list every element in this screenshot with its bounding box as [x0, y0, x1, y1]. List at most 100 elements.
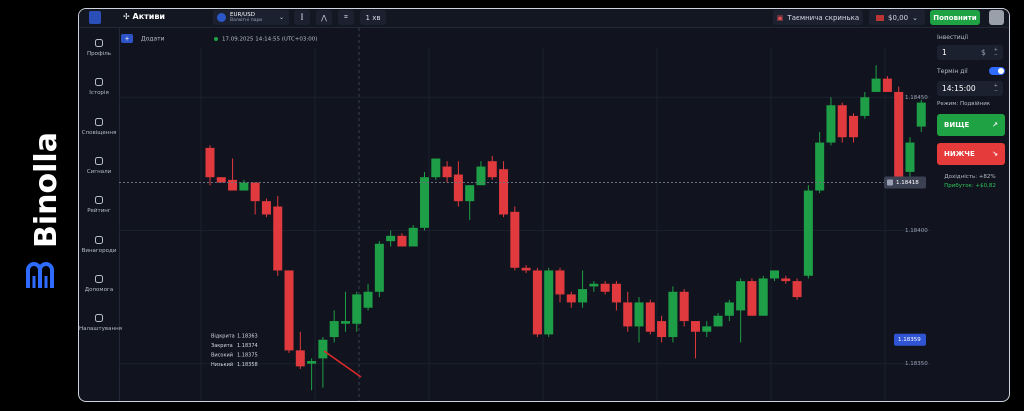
candle-body [555, 270, 565, 295]
trade-panel: Інвестиції 1 $ + − Термін дії 14:15:00 + −… [931, 28, 1009, 401]
candle-body [442, 166, 452, 178]
brand-icon [26, 262, 54, 288]
sidebar-label: Налаштування [79, 326, 122, 333]
sidebar-item[interactable]: Допомога [79, 274, 119, 294]
annotation-arrow [323, 350, 362, 378]
sidebar-item[interactable]: Налаштування [79, 313, 122, 333]
brand-logo: Binolla [26, 132, 64, 288]
timeframe-button[interactable]: 1 хв [360, 10, 386, 25]
candle-body [307, 361, 317, 364]
expiry-toggle[interactable] [989, 67, 1005, 75]
yield: Дохідність: +82% [944, 174, 996, 180]
investment-input[interactable]: 1 $ + − [937, 45, 1003, 60]
marker-price-box [894, 333, 926, 346]
y-tick-label: 1.18400 [905, 228, 928, 234]
sidebar-label: Допомога [84, 286, 114, 293]
assets-menu[interactable]: ✢ Активи [123, 12, 166, 21]
candle-body [216, 177, 226, 183]
sidebar-icon [95, 78, 103, 87]
higher: ВИЩЕ [944, 121, 970, 129]
chart-type-button[interactable]: ⫿ [294, 10, 310, 25]
marker-price: 1.18359 [898, 337, 921, 343]
add-label: Додати [141, 36, 165, 43]
lower-button[interactable]: НИЖЧЕ ↘ [937, 143, 1005, 165]
candle-body [747, 281, 757, 316]
candle-body [815, 142, 825, 191]
candle-body [668, 291, 678, 338]
candle-body [611, 283, 621, 303]
draw-button[interactable]: ⋀ [316, 10, 332, 25]
candle-body [352, 294, 362, 324]
avatar[interactable] [989, 10, 1004, 25]
deposit-button[interactable]: Поповнити [930, 10, 980, 25]
sidebar: Профіль Історія Сповіщення Сигнали Рейтинг Ви… [79, 28, 122, 401]
sidebar-item[interactable]: Сигнали [79, 156, 119, 176]
sidebar-icon [95, 39, 103, 47]
candle-body [634, 302, 644, 327]
candle-body [623, 302, 633, 327]
app-logo[interactable] [89, 11, 101, 24]
pair-type: Валютні пари [230, 17, 263, 23]
candle-body [408, 227, 418, 247]
balance-button[interactable]: $0,00 ⌄ [869, 10, 925, 25]
expiry-input[interactable]: 14:15:00 + − [937, 81, 1003, 96]
ohlc-label: Низький [211, 361, 233, 368]
icon-shape [95, 274, 103, 283]
candle-body [544, 270, 554, 335]
icon-shape [95, 196, 103, 205]
live-dot [214, 37, 218, 41]
ohlc-value: 1.18363 [237, 334, 258, 340]
candle-body [894, 91, 904, 178]
indicator-button[interactable]: ⌗ [338, 10, 354, 25]
mystery-box-button[interactable]: ▣ Таємнича скринька [773, 10, 863, 25]
candle-body [826, 105, 836, 143]
candle-body [724, 302, 734, 316]
candle-body [273, 206, 283, 271]
sidebar-label: Профіль [87, 51, 111, 57]
current-price-box [884, 176, 926, 189]
candle-body [532, 270, 542, 335]
candle-body [386, 235, 396, 242]
candle-body [770, 270, 779, 279]
add-button[interactable] [121, 34, 133, 43]
sidebar-label: Винагороди [81, 247, 117, 254]
pair-selector[interactable]: EUR/USD Валютні пари ⌄ [213, 10, 289, 25]
icon-shape [95, 117, 103, 126]
candle-body [363, 291, 373, 308]
y-tick-label: 1.18350 [905, 361, 928, 367]
balance: $0,00 [888, 13, 909, 22]
sidebar-item[interactable]: Історія [79, 77, 119, 97]
icon-shape [95, 156, 103, 165]
sidebar-item[interactable]: Профіль [79, 38, 119, 58]
icon-shape [95, 39, 103, 47]
sidebar-item[interactable]: Рейтинг [79, 195, 119, 215]
higher-button[interactable]: ВИЩЕ ↗ [937, 114, 1005, 136]
candle-body [589, 283, 599, 287]
candle-body [205, 147, 215, 178]
sidebar-label: Історія [89, 90, 109, 97]
add-icon: + [124, 36, 129, 43]
current-price-icon [887, 179, 893, 186]
deposit: Поповнити [933, 13, 977, 22]
candle-body [736, 281, 746, 311]
pair-chevron: ⌄ [278, 14, 284, 21]
investment-label: Інвестиції [937, 34, 969, 41]
candle-body [713, 315, 723, 327]
sidebar-item[interactable]: Винагороди [79, 235, 119, 255]
candle-body [476, 166, 486, 186]
ohlc-value: 1.18358 [237, 362, 258, 368]
candle-body [318, 339, 328, 359]
ohlc-value: 1.18375 [237, 353, 258, 359]
sidebar-label: Сповіщення [81, 129, 117, 136]
current-price: 1.18418 [896, 180, 919, 186]
candle-body [690, 321, 700, 332]
candle-body [521, 267, 531, 271]
candle-body [239, 182, 249, 191]
candle-body [679, 291, 689, 322]
sidebar-icon [95, 156, 103, 165]
sidebar-item[interactable]: Сповіщення [79, 117, 119, 137]
candle-body [860, 97, 870, 116]
candle-body [702, 326, 712, 332]
candle-body [284, 270, 294, 351]
icon-shape [95, 235, 103, 244]
